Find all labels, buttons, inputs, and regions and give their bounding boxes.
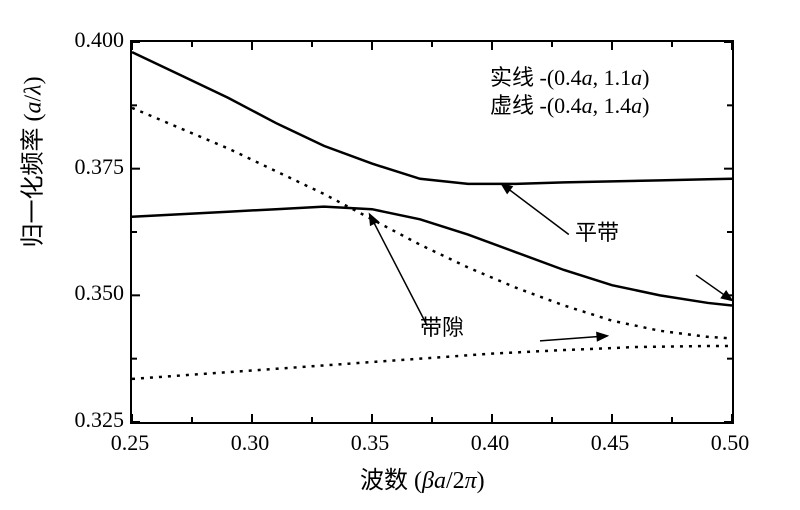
chart-svg: [132, 42, 732, 422]
xtick-3: 0.40: [471, 430, 510, 456]
ytick-1: 0.350: [75, 280, 125, 306]
ytick-3: 0.400: [75, 27, 125, 53]
ytick-2: 0.375: [75, 154, 125, 180]
xtick-1: 0.30: [231, 430, 270, 456]
x-axis-label: 波数 (βa/2π): [360, 460, 485, 495]
xtick-0: 0.25: [111, 430, 150, 456]
plot-area: [130, 40, 734, 424]
y-axis-label: 归一化频率 (a/λ): [13, 76, 48, 247]
xtick-4: 0.45: [591, 430, 630, 456]
chart-container: 归一化频率 (a/λ) 波数 (βa/2π) 0.325 0.350 0.375…: [0, 0, 800, 510]
xtick-2: 0.35: [351, 430, 390, 456]
xtick-5: 0.50: [711, 430, 750, 456]
